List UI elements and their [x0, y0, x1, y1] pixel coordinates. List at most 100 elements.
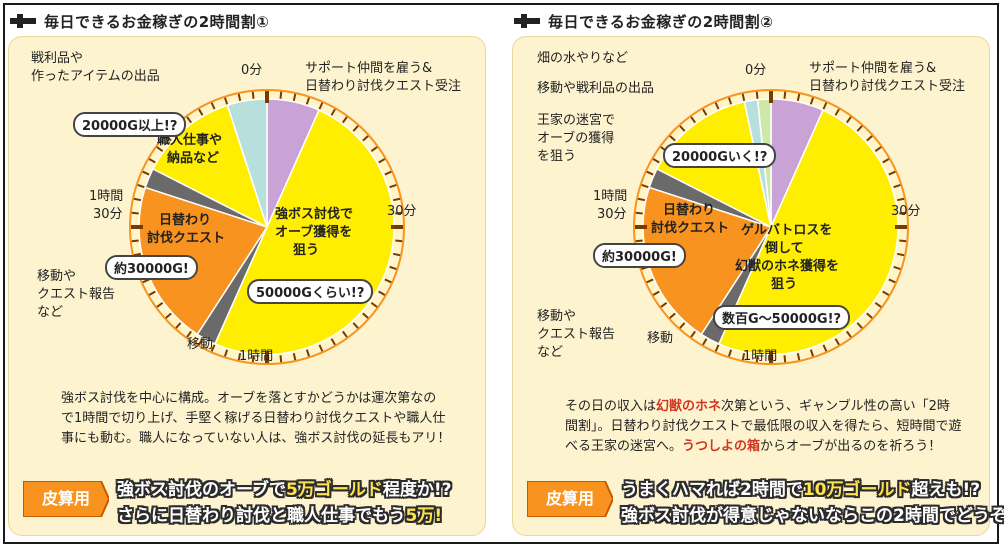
label-boss-c: 狙う	[293, 243, 320, 258]
pie-chart	[633, 89, 909, 365]
tick-label-30: 30分	[387, 204, 417, 219]
clock-tick	[131, 211, 139, 215]
panel-title: 毎日できるお金稼ぎの2時間割②	[548, 12, 774, 31]
income-bubble-daily: 約30000G!	[593, 243, 686, 268]
panel-header: 毎日できるお金稼ぎの2時間割①	[8, 8, 269, 34]
clock-tick	[646, 170, 654, 176]
clock-tick	[142, 170, 150, 176]
income-bubble-boss: 数百G～50000G!?	[713, 305, 851, 330]
clock-tick	[834, 338, 840, 346]
clock-tick	[635, 239, 643, 243]
clock-tick	[846, 116, 852, 124]
clock-tick	[342, 116, 348, 124]
label-sell-b: 作ったアイテムの出品	[31, 69, 160, 84]
label-sell-a: 戦利品や	[31, 51, 84, 66]
clock-tick	[384, 170, 392, 176]
clock-tick	[714, 344, 720, 352]
label-boss-d: 狙う	[771, 277, 798, 292]
label-support-a: サポート仲間を雇う&	[809, 61, 937, 76]
income-bubble-boss: 50000Gくらい!?	[247, 279, 374, 304]
clock-tick	[186, 116, 192, 124]
estimate-text: うまくハマれば2時間で	[621, 480, 803, 500]
description-line: その日の収入は幻獣のホネ次第という、ギャンブル性の高い「2時	[565, 397, 962, 417]
clock-tick	[714, 102, 720, 110]
clock-tick	[237, 93, 242, 102]
tick-label-0: 0分	[241, 63, 263, 78]
label-report-b: クエスト報告	[37, 287, 116, 302]
clock-tick	[156, 146, 164, 152]
clock-tick	[679, 125, 686, 132]
description: 強ボス討伐を中心に構成。オーブを落とすかどうかは運次第なの で1時間で切り上げ、…	[61, 389, 450, 449]
label-support-a: サポート仲間を雇う&	[305, 61, 433, 76]
estimate-highlight: 5万!	[405, 506, 443, 526]
label-boss-a: ゲルバトロスを	[741, 223, 833, 238]
estimate-highlight: 10万ゴールド	[802, 480, 912, 500]
clock-tick	[224, 349, 229, 357]
clock-tick	[702, 108, 708, 116]
clock-tick	[292, 93, 297, 102]
label-move: 移動	[647, 331, 674, 346]
estimate-highlight: 5万ゴールド	[285, 480, 383, 500]
clock-tick	[809, 97, 814, 105]
clock-tick	[389, 265, 397, 270]
clock-tick	[660, 302, 668, 308]
clock-tick	[899, 211, 907, 215]
clock-tick	[389, 184, 397, 189]
clock-tick	[318, 102, 324, 110]
estimate-line-1: 強ボス討伐のオーブで5万ゴールド程度か!?	[117, 475, 451, 500]
tick-label-0: 0分	[745, 63, 767, 78]
clock-tick	[362, 135, 369, 142]
clock-tick	[679, 322, 686, 329]
clock-tick	[137, 184, 145, 189]
label-boss-b: オーブ獲得を	[275, 225, 353, 240]
estimate-tag-label: 皮算用	[41, 489, 90, 508]
label-boss-c: 幻獣のホネ獲得を	[735, 259, 840, 274]
clock-tick	[856, 125, 863, 132]
label-report-c: など	[37, 305, 64, 320]
clock-tick	[635, 211, 643, 215]
label-daily-a: 日替わり	[159, 213, 212, 228]
clock-tick	[330, 338, 336, 346]
tick-label-30: 30分	[891, 204, 921, 219]
description-text: その日の収入は	[565, 399, 657, 414]
estimate-tag-shape	[23, 481, 109, 517]
clock-tick	[866, 135, 873, 142]
description-text: 次第という、ギャンブル性の高い「2時	[721, 399, 950, 414]
clock-tick	[352, 322, 359, 329]
description-text: からオーブが出るのを祈ろう！	[760, 439, 942, 454]
label-report-a: 移動や	[37, 269, 77, 284]
clock-tick	[370, 302, 378, 308]
clock-tick	[342, 330, 348, 338]
pointing-hand-icon	[514, 14, 540, 28]
estimate-text: 強ボス討伐のオーブで	[117, 480, 286, 500]
description-line: で1時間で切り上げ、手堅く稼げる日替わり討伐クエストや職人仕	[61, 411, 446, 426]
tick-label-60: 1時間	[239, 349, 274, 364]
label-daily-b: 討伐クエスト	[147, 231, 226, 246]
panel-card: 0分 30分 1時間 1時間 30分 サポート仲間を雇う& 日替わり討伐クエスト…	[512, 36, 1004, 536]
label-report-b: クエスト報告	[537, 327, 616, 342]
clock-tick	[279, 355, 283, 363]
clock-tick	[395, 211, 403, 215]
clock-tick	[783, 91, 787, 99]
label-report-a: 移動や	[537, 309, 577, 324]
clock-tick	[783, 355, 787, 363]
clock-tick	[237, 352, 242, 361]
clock-tick	[899, 239, 907, 243]
clock-tick	[392, 252, 401, 257]
clock-tick	[148, 290, 156, 296]
estimate-tag: 皮算用	[23, 481, 109, 517]
clock-tick	[893, 265, 901, 270]
estimate-text: 程度か!?	[382, 480, 452, 500]
clock-tick	[131, 239, 139, 243]
clock-tick	[148, 158, 156, 164]
description-highlight: 幻獣のホネ	[656, 399, 722, 414]
clock-tick	[224, 97, 229, 105]
clock-tick	[874, 302, 882, 308]
label-daily-b: 討伐クエスト	[651, 221, 730, 236]
clock-tick	[305, 349, 310, 357]
clock-tick	[198, 108, 204, 116]
clock-tick	[741, 352, 746, 361]
tick-label-90a: 1時間	[593, 189, 628, 204]
clock-tick	[210, 344, 216, 352]
clock-tick	[822, 344, 828, 352]
